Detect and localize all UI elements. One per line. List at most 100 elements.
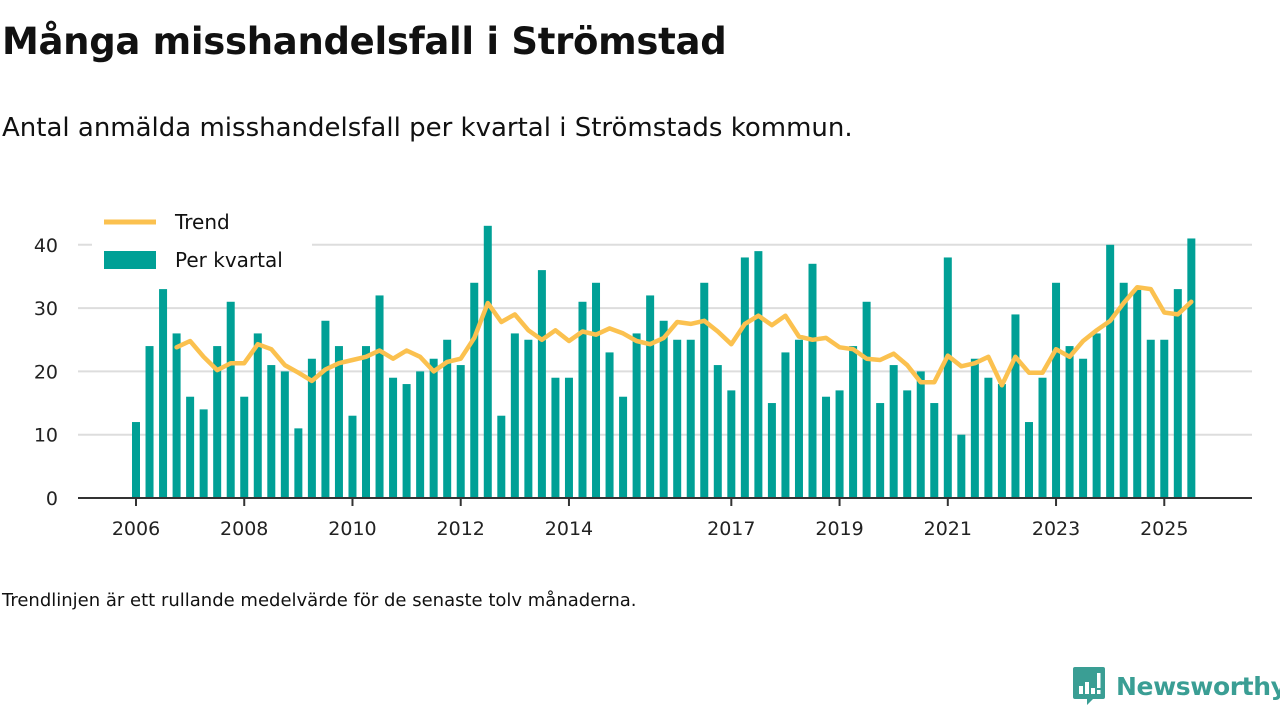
bar bbox=[984, 377, 993, 498]
bar bbox=[713, 365, 722, 498]
bar bbox=[510, 333, 519, 498]
bar bbox=[213, 346, 222, 498]
bar bbox=[1173, 289, 1182, 498]
bar bbox=[916, 371, 925, 498]
x-tick-label: 2025 bbox=[1140, 518, 1188, 540]
bar bbox=[903, 390, 912, 498]
bar bbox=[1187, 238, 1196, 498]
bar bbox=[348, 415, 357, 498]
bar bbox=[402, 384, 411, 498]
bar bbox=[1011, 314, 1020, 498]
bar bbox=[578, 301, 587, 498]
brand-name: Newsworthy bbox=[1116, 671, 1280, 701]
bar bbox=[1024, 422, 1033, 498]
y-tick-label: 40 bbox=[34, 235, 58, 257]
chart-subtitle: Antal anmälda misshandelsfall per kvarta… bbox=[2, 113, 853, 143]
bar bbox=[240, 396, 249, 498]
legend-label: Per kvartal bbox=[175, 248, 283, 272]
bar bbox=[145, 346, 154, 498]
bar bbox=[794, 339, 803, 498]
bar bbox=[889, 365, 898, 498]
bar bbox=[132, 422, 140, 498]
bar bbox=[1092, 333, 1101, 498]
bar bbox=[727, 390, 736, 498]
y-tick-label: 20 bbox=[34, 361, 58, 383]
bar bbox=[957, 434, 966, 498]
footnote: Trendlinjen är ett rullande medelvärde f… bbox=[2, 590, 637, 611]
bar bbox=[822, 396, 831, 498]
bar bbox=[186, 396, 195, 498]
x-tick-label: 2008 bbox=[220, 518, 268, 540]
bar bbox=[781, 352, 790, 498]
bar bbox=[1160, 339, 1169, 498]
bar bbox=[700, 282, 709, 498]
bar bbox=[307, 358, 316, 498]
bar bbox=[551, 377, 560, 498]
bar bbox=[537, 270, 546, 498]
bar bbox=[267, 365, 276, 498]
x-tick-label: 2017 bbox=[707, 518, 755, 540]
axes: 2006 2008 2010 2012 2014 2017 2019 2021 2023 2025 bbox=[78, 497, 1252, 540]
x-tick-label: 2010 bbox=[328, 518, 376, 540]
bar bbox=[1106, 244, 1115, 498]
bar bbox=[1052, 282, 1061, 498]
legend-swatch-bar bbox=[104, 251, 156, 269]
bar bbox=[334, 346, 343, 498]
bar bbox=[646, 295, 655, 498]
bar bbox=[943, 257, 952, 498]
bar bbox=[1065, 346, 1074, 498]
bar bbox=[226, 301, 235, 498]
bar bbox=[1146, 339, 1155, 498]
legend-background bbox=[92, 204, 312, 286]
bar bbox=[835, 390, 844, 498]
bar bbox=[429, 358, 438, 498]
bar bbox=[1079, 358, 1088, 498]
y-tick-label: 0 bbox=[46, 488, 58, 510]
bar bbox=[159, 289, 168, 498]
bar bbox=[605, 352, 614, 498]
bar-series bbox=[132, 225, 1196, 498]
legend: Trend Per kvartal bbox=[92, 204, 312, 286]
bar bbox=[497, 415, 506, 498]
bar bbox=[659, 320, 668, 498]
bar bbox=[389, 377, 398, 498]
bar bbox=[970, 358, 979, 498]
brand-logo[interactable]: Newsworthy bbox=[1072, 666, 1280, 706]
bar bbox=[997, 384, 1006, 498]
x-tick-label: 2012 bbox=[437, 518, 485, 540]
bar bbox=[862, 301, 871, 498]
bar bbox=[456, 365, 465, 498]
bar bbox=[686, 339, 695, 498]
bar bbox=[172, 333, 181, 498]
x-tick-label: 2023 bbox=[1032, 518, 1080, 540]
bar bbox=[632, 333, 641, 498]
trend-series bbox=[174, 284, 1194, 388]
x-tick-label: 2021 bbox=[924, 518, 972, 540]
bar bbox=[443, 339, 452, 498]
bar bbox=[375, 295, 384, 498]
bar bbox=[483, 225, 492, 498]
bar bbox=[754, 251, 763, 498]
x-tick-label: 2019 bbox=[815, 518, 863, 540]
bar bbox=[876, 403, 885, 498]
bar bbox=[362, 346, 371, 498]
bar bbox=[849, 346, 858, 498]
x-tick-label: 2014 bbox=[545, 518, 593, 540]
bar bbox=[767, 403, 776, 498]
chart-title: Många misshandelsfall i Strömstad bbox=[2, 20, 727, 63]
y-tick-label: 30 bbox=[34, 298, 58, 320]
trend-line bbox=[174, 284, 1194, 388]
bar bbox=[592, 282, 601, 498]
bar bbox=[524, 339, 533, 498]
bar bbox=[1133, 289, 1142, 498]
bar bbox=[321, 320, 330, 498]
bar bbox=[280, 371, 289, 498]
x-tick-label: 2006 bbox=[112, 518, 160, 540]
bar bbox=[294, 428, 303, 498]
bar bbox=[1119, 282, 1128, 498]
legend-label: Trend bbox=[174, 210, 230, 234]
bar bbox=[930, 403, 939, 498]
bar bbox=[470, 282, 479, 498]
bar bbox=[253, 333, 262, 498]
